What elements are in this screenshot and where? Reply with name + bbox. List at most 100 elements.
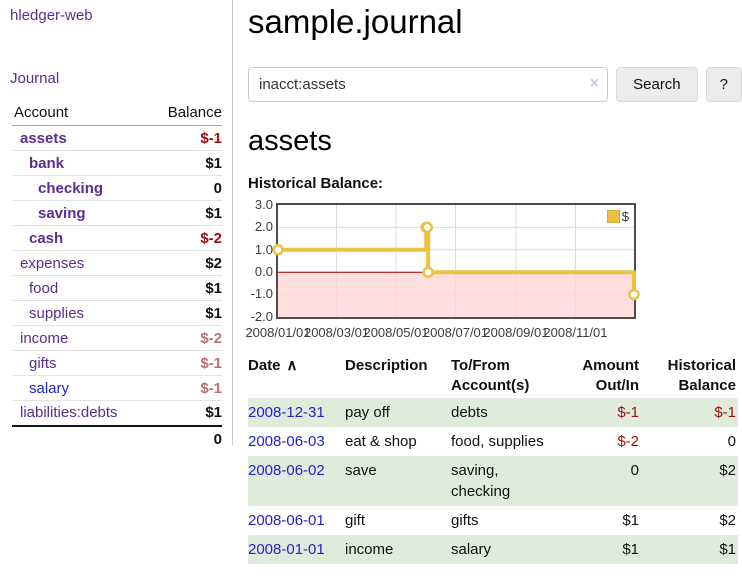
transaction-balance: $1 [719, 541, 736, 559]
search-bar: × Search ? [248, 66, 742, 102]
x-axis-tick-label: 2008/07/01 [422, 324, 489, 340]
accounts-col-balance: Balance [149, 102, 222, 126]
transaction-balance: 0 [727, 433, 736, 451]
account-balance: $1 [205, 404, 222, 422]
register-col-description: Description [345, 356, 428, 374]
x-axis-tick-label: 2008/05/01 [363, 324, 429, 340]
account-link-gifts[interactable]: gifts [29, 354, 57, 372]
register-table: Date ∧ Description To/From Account(s) Amo… [248, 354, 738, 565]
account-link-saving[interactable]: saving [38, 204, 86, 222]
register-row[interactable]: 2008-06-02 save saving, checking 0 $2 [248, 456, 738, 507]
transaction-amount: $1 [622, 541, 639, 559]
account-balance: 0 [213, 179, 222, 197]
transaction-date-link[interactable]: 2008-06-02 [248, 462, 325, 480]
account-link-salary[interactable]: salary [29, 379, 70, 397]
register-col-amount: Amount Out/In [582, 356, 639, 395]
search-button[interactable]: Search [616, 66, 698, 102]
account-balance: $2 [205, 254, 222, 272]
chart-plot-area: $ [272, 202, 640, 319]
main-content: sample.journal × Search ? assets Histori… [245, 0, 742, 565]
transaction-description: eat & shop [345, 433, 417, 451]
chart-label: Historical Balance: [248, 174, 384, 192]
account-link-expenses[interactable]: expenses [20, 254, 85, 272]
register-row[interactable]: 2008-01-01 income salary $1 $1 [248, 535, 738, 565]
account-row: salary $-1 [12, 376, 222, 401]
transaction-description: gift [345, 512, 366, 530]
transaction-date-link[interactable]: 2008-12-31 [248, 404, 325, 422]
account-row: expenses $2 [12, 251, 222, 276]
register-col-date[interactable]: Date ∧ [248, 356, 298, 374]
transaction-date-link[interactable]: 2008-06-03 [248, 433, 325, 451]
y-axis-tick-label: 1.0 [254, 241, 273, 257]
transaction-amount: 0 [630, 462, 639, 480]
x-axis-tick-label: 2008/03/01 [303, 324, 370, 340]
account-row: checking 0 [12, 176, 222, 201]
accounts-table: Account Balance assets $-1 bank $1 check… [12, 102, 222, 451]
transaction-accounts: debts [451, 404, 488, 422]
account-link-assets[interactable]: assets [20, 129, 67, 147]
transaction-balance: $2 [719, 462, 736, 480]
account-row: cash $-2 [12, 226, 222, 251]
account-row: food $1 [12, 276, 222, 301]
sidebar-item-journal[interactable]: Journal [10, 70, 60, 87]
account-row: bank $1 [12, 151, 222, 176]
transaction-amount: $-1 [617, 404, 639, 422]
register-row[interactable]: 2008-06-03 eat & shop food, supplies $-2… [248, 427, 738, 456]
account-balance: $1 [205, 204, 222, 222]
chart-legend: $ [604, 207, 631, 225]
account-balance: $-2 [200, 229, 222, 247]
y-axis-tick-label: -2.0 [250, 308, 273, 324]
account-link-cash[interactable]: cash [29, 229, 64, 247]
search-input[interactable] [248, 66, 609, 102]
x-axis-tick-label: 2008/01/01 [245, 324, 311, 340]
account-balance: $-2 [200, 329, 222, 347]
account-link-food[interactable]: food [29, 279, 59, 297]
accounts-col-account: Account [12, 102, 150, 126]
x-axis-tick-label: 2008/11/01 [543, 324, 608, 340]
account-row: liabilities:debts $1 [12, 401, 222, 426]
account-link-income[interactable]: income [20, 329, 69, 347]
sidebar: hledger-web Journal Account Balance asse… [0, 0, 233, 448]
account-heading: assets [248, 124, 332, 157]
y-axis-tick-label: 0.0 [254, 264, 273, 280]
account-balance: $1 [205, 304, 222, 322]
transaction-balance: $2 [719, 512, 736, 530]
account-row: assets $-1 [12, 126, 222, 151]
page-title: sample.journal [248, 3, 463, 40]
x-axis-tick-label: 2008/09/01 [483, 324, 549, 340]
transaction-accounts: food, supplies [451, 433, 544, 451]
account-balance: $-1 [200, 354, 222, 372]
clear-search-icon[interactable]: × [589, 74, 600, 92]
app-brand-link[interactable]: hledger-web [10, 7, 93, 24]
transaction-accounts: gifts [451, 512, 479, 530]
transaction-amount: $1 [622, 512, 639, 530]
transaction-amount: $-2 [617, 433, 639, 451]
help-button[interactable]: ? [705, 66, 742, 102]
sort-ascending-icon: ∧ [286, 356, 298, 374]
account-balance: $-1 [200, 129, 222, 147]
historical-balance-chart: $ 3.0 2.0 1.0 0.0 -1.0 -2.0 2008/01/01 2008/03/… [245, 196, 742, 341]
accounts-total-row: 0 [12, 425, 222, 451]
transaction-accounts: salary [451, 541, 492, 559]
transaction-date-link[interactable]: 2008-01-01 [248, 541, 325, 559]
y-axis-tick-label: 2.0 [254, 219, 273, 235]
account-link-supplies[interactable]: supplies [29, 304, 85, 322]
account-link-bank[interactable]: bank [29, 154, 65, 172]
legend-swatch-icon [606, 209, 620, 223]
chart-canvas [272, 204, 640, 317]
transaction-description: save [345, 462, 377, 480]
register-col-balance: Historical Balance [667, 356, 736, 395]
register-row[interactable]: 2008-06-01 gift gifts $1 $2 [248, 506, 738, 535]
account-row: gifts $-1 [12, 351, 222, 376]
accounts-total: 0 [213, 430, 222, 448]
account-link-checking[interactable]: checking [38, 179, 104, 197]
register-col-accounts: To/From Account(s) [451, 356, 530, 395]
account-row: saving $1 [12, 201, 222, 226]
register-row[interactable]: 2008-12-31 pay off debts $-1 $-1 [248, 398, 738, 428]
y-axis-tick-label: 3.0 [254, 196, 273, 212]
transaction-date-link[interactable]: 2008-06-01 [248, 512, 325, 530]
legend-label: $ [621, 208, 629, 224]
transaction-balance: $-1 [714, 404, 736, 422]
account-link-liabilities-debts[interactable]: liabilities:debts [20, 404, 118, 422]
account-balance: $1 [205, 279, 222, 297]
